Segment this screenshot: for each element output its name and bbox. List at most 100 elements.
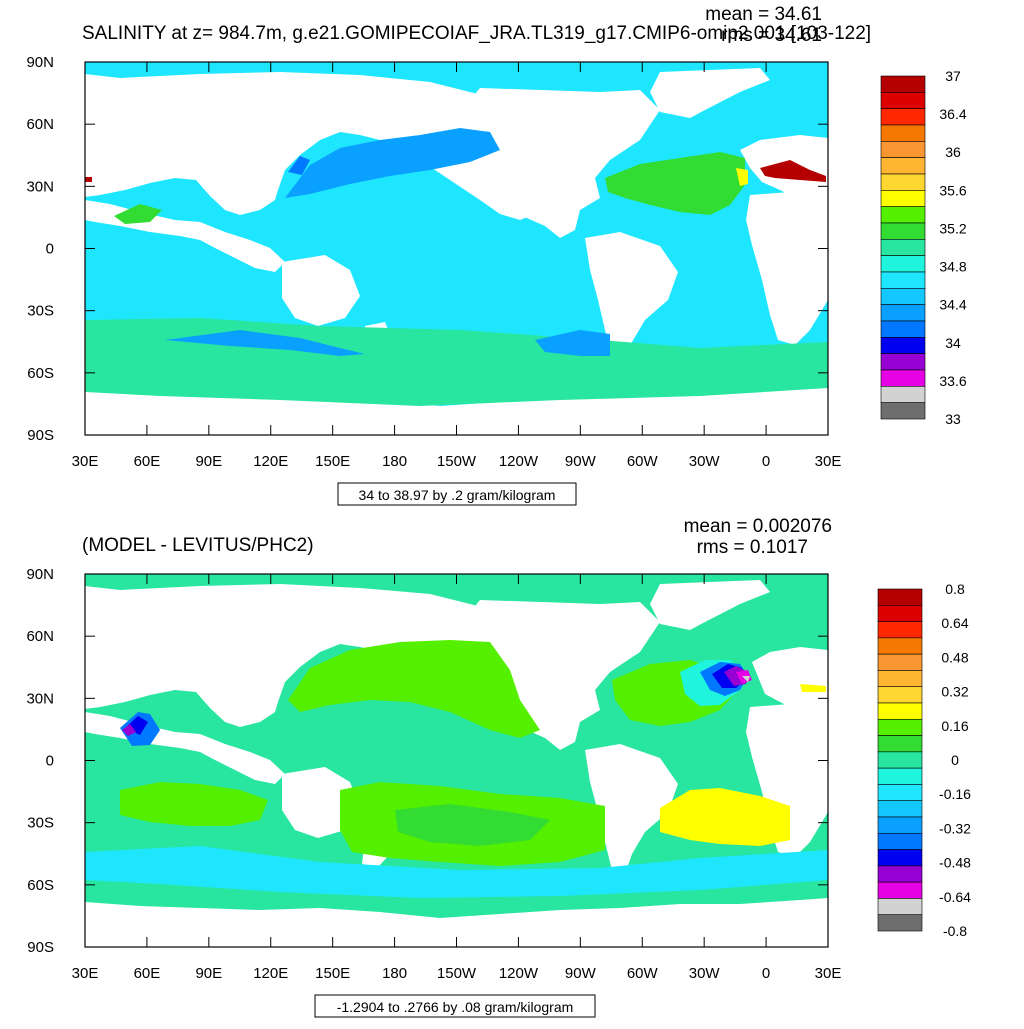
bottom-colorbar-swatch	[877, 637, 923, 655]
bottom-colorbar-swatch	[877, 621, 923, 639]
top-panel: SALINITY at z= 984.7m, g.e21.GOMIPECOIAF…	[26, 4, 967, 506]
bottom-x-tick-label: 150E	[315, 965, 350, 982]
bottom-title: (MODEL - LEVITUS/PHC2)	[82, 535, 314, 556]
top-info-box	[337, 482, 577, 506]
top-x-tick-label: 150E	[315, 453, 350, 470]
bottom-x-tick-label: 120W	[499, 965, 539, 982]
top-colorbar-label: 35.2	[939, 220, 966, 236]
top-x-ticks: 30E 60E 90E 120E 150E 180 150W 120W 90W 60W 30W 0 30…	[72, 62, 842, 470]
bottom-info-text: -1.2904 to .2766 by .08 gram/kilogram	[337, 999, 574, 1015]
top-colorbar-label: 37	[945, 68, 961, 84]
top-colorbar-swatch	[880, 206, 926, 224]
top-y-tick-label: 60N	[26, 116, 54, 133]
top-y-tick-label: 0	[46, 241, 54, 258]
bottom-s-pacific-inner	[395, 804, 550, 846]
top-y-tick-label: 30S	[27, 303, 54, 320]
top-land-greenland	[650, 68, 770, 118]
bottom-east-yellow	[800, 684, 826, 692]
top-colorbar-swatch	[880, 173, 926, 191]
top-south-dark-band	[165, 330, 365, 356]
bottom-colorbar-swatch	[877, 718, 923, 736]
bottom-colorbar-swatch	[877, 686, 923, 704]
bottom-y-tick-label: 60S	[27, 877, 54, 894]
bottom-land-greenland	[650, 580, 770, 630]
bottom-colorbar-label: 0.48	[941, 649, 968, 665]
top-y-tick-label: 90S	[27, 427, 54, 444]
bottom-x-tick-label: 90E	[195, 965, 222, 982]
bottom-x-tick-label: 30E	[815, 965, 842, 982]
top-n-atlantic-green	[605, 152, 745, 215]
bottom-info-box	[314, 994, 596, 1018]
top-x-tick-label: 30E	[72, 453, 99, 470]
bottom-colorbar-swatch	[877, 881, 923, 899]
bottom-nw-pac-purple	[122, 724, 136, 736]
top-info-text: 34 to 38.97 by .2 gram/kilogram	[359, 487, 556, 503]
top-y-ticks: 90N 60N 30N 0 30S 60S 90S	[26, 54, 828, 444]
bottom-colorbar-swatch	[877, 784, 923, 802]
bottom-colorbar-swatch	[877, 702, 923, 720]
top-colorbar-swatch	[880, 369, 926, 387]
top-x-tick-label: 90W	[565, 453, 597, 470]
top-land-australia	[282, 255, 360, 326]
top-colorbar-swatch	[880, 337, 926, 354]
top-colorbar-label: 36	[945, 144, 961, 160]
bottom-land-eurasia	[752, 647, 828, 722]
top-x-tick-label: 0	[762, 453, 770, 470]
top-colorbar-swatch	[880, 386, 926, 403]
top-colorbar-swatch	[880, 255, 926, 273]
bottom-colorbar-swatch	[877, 751, 923, 769]
bottom-y-ticks: 90N 60N 30N 0 30S 60S 90S	[26, 566, 828, 956]
bottom-x-tick-label: 180	[382, 965, 407, 982]
bottom-colorbar-swatch	[877, 604, 923, 622]
bottom-x-tick-label: 150W	[437, 965, 477, 982]
bottom-colorbar-label: -0.32	[939, 820, 971, 836]
bottom-land-samerica	[585, 744, 678, 874]
bottom-south-cyan-band	[85, 846, 828, 898]
top-colorbar-swatch	[880, 141, 926, 158]
bottom-colorbar-label: 0.64	[941, 615, 968, 631]
bottom-y-tick-label: 0	[46, 753, 54, 770]
top-x-tick-label: 90E	[195, 453, 222, 470]
top-map	[85, 62, 828, 435]
top-y-tick-label: 90N	[26, 54, 54, 71]
bottom-colorbar: 0.8 0.64 0.48 0.32 0.16 0 -0.16 -0.32 -0.48 -0.64…	[877, 581, 971, 939]
bottom-x-tick-label: 30E	[72, 965, 99, 982]
top-nw-pacific-blob	[288, 156, 310, 175]
bottom-n-atl-gray	[742, 676, 750, 682]
top-colorbar-swatch	[880, 222, 926, 240]
bottom-panel: (MODEL - LEVITUS/PHC2) mean = 0.002076 r…	[26, 516, 971, 1018]
bottom-x-tick-label: 0	[762, 965, 770, 982]
top-colorbar-swatch	[880, 402, 926, 420]
top-colorbar-swatch	[880, 75, 926, 93]
bottom-x-tick-label: 30W	[689, 965, 721, 982]
bottom-colorbar-label: -0.64	[939, 889, 971, 905]
bottom-colorbar-swatch	[877, 735, 923, 753]
top-colorbar-swatch	[880, 92, 926, 109]
top-colorbar-swatch	[880, 353, 926, 371]
top-x-tick-label: 180	[382, 453, 407, 470]
top-colorbar-swatch	[880, 157, 926, 175]
bottom-colorbar-swatch	[877, 898, 923, 916]
top-colorbar-label: 34	[945, 335, 961, 351]
top-x-tick-label: 150W	[437, 453, 477, 470]
top-colorbar-swatch	[880, 304, 926, 322]
bottom-x-tick-label: 120E	[253, 965, 288, 982]
bottom-y-tick-label: 60N	[26, 628, 54, 645]
top-x-tick-label: 30W	[689, 453, 721, 470]
bottom-land-antarctica	[85, 898, 828, 947]
bottom-colorbar-swatch	[877, 865, 923, 883]
bottom-colorbar-label: -0.8	[943, 923, 967, 939]
top-x-tick-label: 60W	[627, 453, 659, 470]
bottom-s-atl-yellow	[660, 788, 790, 846]
bottom-colorbar-swatch	[877, 670, 923, 688]
top-colorbar: 37 36.4 36 35.6 35.2 34.8 34.4 34 33.6 33	[880, 68, 967, 427]
top-rms: rms = 34.61	[721, 25, 822, 46]
bottom-y-tick-label: 90N	[26, 566, 54, 583]
top-colorbar-label: 33.6	[939, 373, 966, 389]
bottom-colorbar-label: 0.16	[941, 718, 968, 734]
bottom-colorbar-label: 0	[951, 752, 959, 768]
top-colorbar-swatch	[880, 271, 926, 289]
top-x-tick-label: 30E	[815, 453, 842, 470]
bottom-map	[85, 574, 828, 947]
